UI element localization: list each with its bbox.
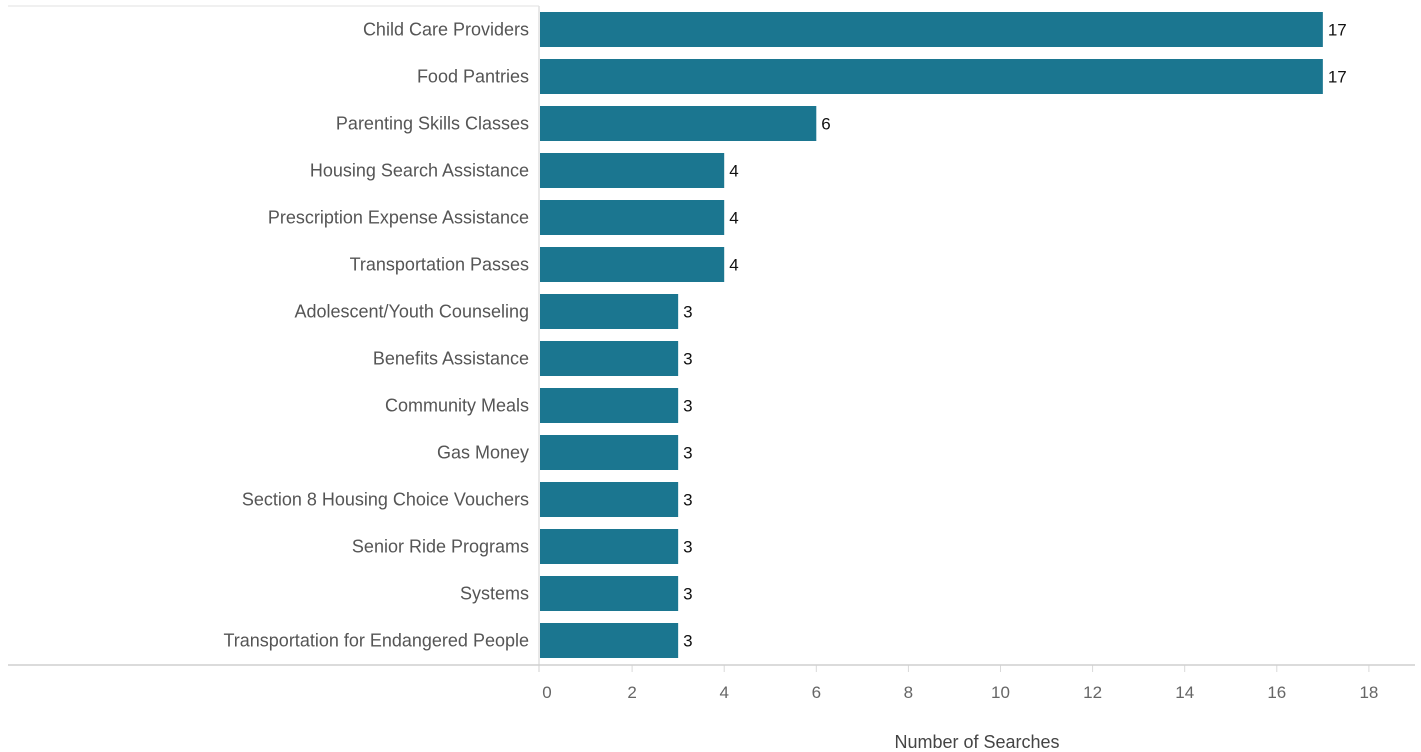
gridlines	[631, 665, 1370, 672]
value-label: 4	[729, 256, 738, 275]
bar	[540, 529, 679, 564]
bar	[540, 341, 679, 376]
x-tick-label: 12	[1083, 683, 1102, 702]
value-label: 4	[729, 162, 738, 181]
category-label: Prescription Expense Assistance	[268, 208, 529, 228]
value-label: 17	[1328, 21, 1347, 40]
x-tick-label: 18	[1359, 683, 1378, 702]
category-label: Transportation for Endangered People	[223, 631, 529, 651]
x-tick-label: 14	[1175, 683, 1194, 702]
bar	[540, 623, 679, 658]
category-label: Transportation Passes	[350, 255, 529, 275]
category-label: Parenting Skills Classes	[336, 114, 529, 134]
x-tick-labels: 0 2 4 6 8 10 12 14 16 18	[542, 683, 1378, 702]
bar	[540, 247, 725, 282]
bar	[540, 435, 679, 470]
x-tick-label: 2	[627, 683, 636, 702]
bar	[540, 12, 1323, 47]
category-labels: Child Care Providers Food Pantries Parenti…	[223, 20, 529, 651]
category-label: Systems	[460, 584, 529, 604]
category-label: Section 8 Housing Choice Vouchers	[242, 490, 529, 510]
bar	[540, 200, 725, 235]
category-label: Senior Ride Programs	[352, 537, 529, 557]
bar	[540, 294, 679, 329]
value-label: 3	[683, 538, 692, 557]
bar	[540, 59, 1323, 94]
x-tick-label: 10	[991, 683, 1010, 702]
value-label: 3	[683, 491, 692, 510]
axes	[8, 5, 1415, 672]
x-tick-label: 4	[719, 683, 728, 702]
category-label: Adolescent/Youth Counseling	[294, 302, 529, 322]
category-label: Benefits Assistance	[373, 349, 529, 369]
value-label: 3	[683, 585, 692, 604]
value-label: 3	[683, 444, 692, 463]
bar	[540, 482, 679, 517]
value-label: 17	[1328, 68, 1347, 87]
x-tick-label: 0	[542, 683, 551, 702]
value-labels: 17 17 6 4 4 4 3 3 3 3 3 3 3 3	[683, 21, 1347, 651]
category-label: Community Meals	[385, 396, 529, 416]
x-tick-label: 6	[812, 683, 821, 702]
category-label: Gas Money	[437, 443, 529, 463]
value-label: 3	[683, 632, 692, 651]
x-axis-title: Number of Searches	[894, 732, 1059, 752]
bar	[540, 576, 679, 611]
bar	[540, 388, 679, 423]
value-label: 4	[729, 209, 738, 228]
bars	[540, 12, 1323, 658]
value-label: 3	[683, 397, 692, 416]
x-tick-label: 16	[1267, 683, 1286, 702]
value-label: 3	[683, 350, 692, 369]
category-label: Food Pantries	[417, 67, 529, 87]
bar	[540, 106, 817, 141]
bar	[540, 153, 725, 188]
value-label: 6	[821, 115, 830, 134]
x-tick-label: 8	[904, 683, 913, 702]
category-label: Child Care Providers	[363, 20, 529, 40]
category-label: Housing Search Assistance	[310, 161, 529, 181]
value-label: 3	[683, 303, 692, 322]
